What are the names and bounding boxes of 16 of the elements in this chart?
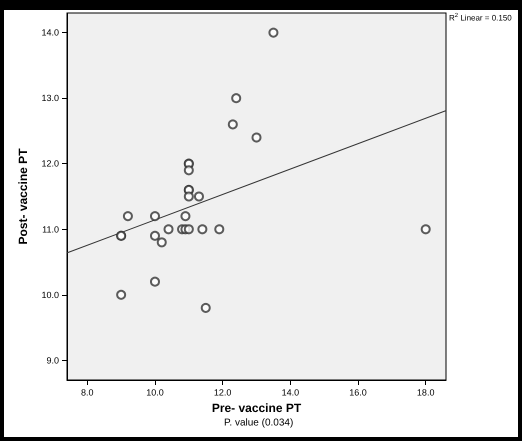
x-tick-label: 10.0 xyxy=(146,388,164,398)
x-tick-label: 14.0 xyxy=(282,388,300,398)
x-axis-title: Pre- vaccine PT xyxy=(212,401,302,415)
x-tick-label: 8.0 xyxy=(81,388,94,398)
y-axis-title: Post- vaccine PT xyxy=(16,148,30,245)
y-tick-label: 10.0 xyxy=(41,290,59,300)
y-tick-label: 12.0 xyxy=(41,158,59,169)
x-tick-label: 16.0 xyxy=(349,388,367,398)
y-tick-label: 14.0 xyxy=(41,28,59,38)
x-tick-label: 12.0 xyxy=(214,388,232,398)
x-tick-label: 18.0 xyxy=(416,388,434,398)
y-tick-label: 11.0 xyxy=(42,224,59,234)
text: R$^{2}$ Linear = 0.150 xyxy=(449,13,512,23)
y-tick-label: 13.0 xyxy=(41,93,59,104)
text: P. value (0.034) xyxy=(224,418,294,428)
y-tick-label: 9.0 xyxy=(46,355,59,366)
